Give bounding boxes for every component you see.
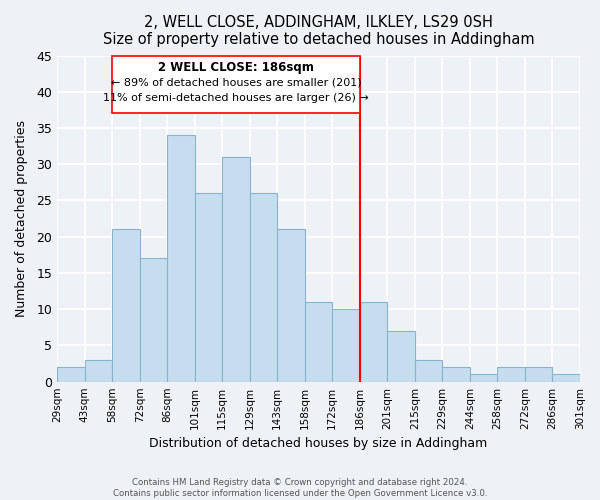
Bar: [553, 374, 580, 382]
Text: ← 89% of detached houses are smaller (201): ← 89% of detached houses are smaller (20…: [110, 78, 361, 88]
Bar: [332, 309, 360, 382]
X-axis label: Distribution of detached houses by size in Addingham: Distribution of detached houses by size …: [149, 437, 488, 450]
Bar: [194, 193, 222, 382]
Bar: [112, 230, 140, 382]
Text: 11% of semi-detached houses are larger (26) →: 11% of semi-detached houses are larger (…: [103, 93, 369, 103]
FancyBboxPatch shape: [112, 56, 360, 114]
Bar: [388, 331, 415, 382]
Bar: [497, 367, 525, 382]
Y-axis label: Number of detached properties: Number of detached properties: [15, 120, 28, 317]
Bar: [442, 367, 470, 382]
Text: Contains HM Land Registry data © Crown copyright and database right 2024.
Contai: Contains HM Land Registry data © Crown c…: [113, 478, 487, 498]
Text: 2 WELL CLOSE: 186sqm: 2 WELL CLOSE: 186sqm: [158, 62, 314, 74]
Bar: [360, 302, 388, 382]
Bar: [85, 360, 112, 382]
Bar: [140, 258, 167, 382]
Bar: [305, 302, 332, 382]
Title: 2, WELL CLOSE, ADDINGHAM, ILKLEY, LS29 0SH
Size of property relative to detached: 2, WELL CLOSE, ADDINGHAM, ILKLEY, LS29 0…: [103, 15, 535, 48]
Bar: [222, 157, 250, 382]
Bar: [277, 230, 305, 382]
Bar: [57, 367, 85, 382]
Bar: [167, 135, 194, 382]
Bar: [250, 193, 277, 382]
Bar: [525, 367, 553, 382]
Bar: [415, 360, 442, 382]
Bar: [470, 374, 497, 382]
